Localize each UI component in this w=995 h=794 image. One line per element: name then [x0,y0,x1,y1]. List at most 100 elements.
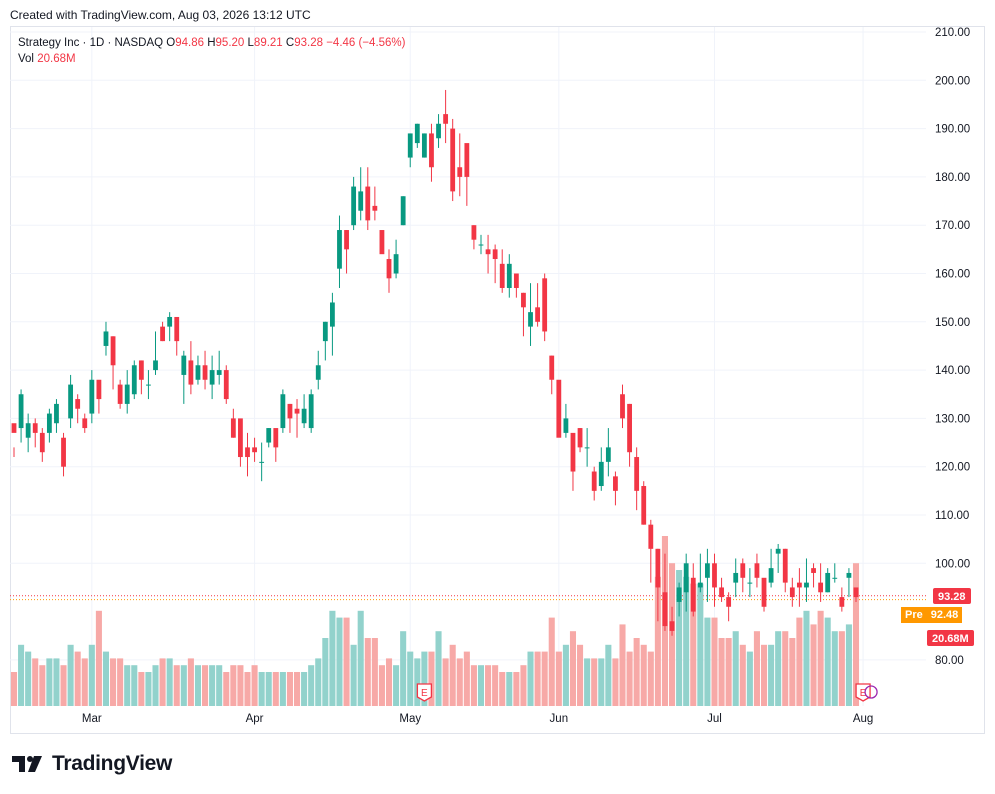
pre-price: 92.48 [926,606,963,623]
candle-body [577,428,583,448]
volume-bar [739,644,746,706]
volume-bar [746,651,753,706]
candle-body [747,582,753,584]
candle-body [846,572,852,578]
volume-bar [591,658,598,706]
legend-symbol[interactable]: Strategy Inc · 1D · NASDAQ [18,37,164,49]
volume-bar [357,610,364,706]
candle-body [648,524,654,549]
price-tick-label: 190.00 [935,124,970,136]
candle-body [676,587,682,602]
volume-bar [364,638,371,706]
footer-brand[interactable]: TradingView [12,752,172,776]
volume-bar [690,583,697,706]
candle-body [818,582,824,593]
candle-body [386,259,392,279]
candle-body [337,230,342,269]
candle-body [591,471,597,491]
price-tick-label: 170.00 [935,220,970,232]
candle-body [75,399,81,409]
volume-bar [272,672,279,706]
candle-body [542,278,548,332]
candle-body [89,379,95,414]
candle-body [528,312,533,327]
candle-body [804,582,809,588]
candle-body [365,186,371,221]
earnings-marker-icon[interactable]: E [416,683,433,702]
legend-low-label: L [247,37,254,49]
volume-bar [10,672,18,706]
volume-bar [67,644,74,706]
legend-ohlc-row: Strategy Inc · 1D · NASDAQ O94.86 H95.20… [18,35,405,51]
volume-bar [279,672,286,706]
candle-body [825,572,831,593]
volume-bar [463,651,470,706]
time-tick-label: Jul [707,713,722,725]
volume-bar [315,658,322,706]
pre-label: Pre [901,606,927,623]
candle-body [832,577,838,579]
volume-bar [428,651,435,706]
volume-bar [676,570,683,706]
candle-body [301,408,307,424]
volume-bar [251,665,258,706]
volume-bar [194,665,202,706]
earnings-marker-icon[interactable]: E [855,683,878,702]
volume-bar [704,617,711,706]
volume-bar [371,638,378,706]
volume-bar [308,665,315,706]
volume-bar [541,651,548,706]
legend-high-value: 95.20 [215,37,245,49]
candle-body [436,123,441,139]
volume-bar [470,665,477,706]
volume-bar [753,631,760,706]
volume-bar [202,665,209,706]
volume-bar [640,644,647,706]
candle-body [131,365,137,395]
candle-body [655,548,661,588]
candle-body [796,582,802,588]
price-tick-label: 80.00 [935,655,964,667]
volume-bar [499,672,506,706]
volume-bar [187,658,194,706]
legend-close-value: 93.28 [294,37,323,49]
volume-bar [852,563,860,706]
earnings-marker-label: E [421,688,428,699]
volume-bar [414,658,421,706]
legend-volume-label[interactable]: Vol [18,53,34,65]
volume-bar [166,658,173,706]
price-axis: 210.00 200.00 190.00 180.00 170.00 160.00 150.… [935,27,970,667]
price-tick-label: 150.00 [935,317,970,329]
time-tick-label: Mar [82,713,102,725]
candle-body [740,563,746,578]
volume-bar [322,638,329,706]
volume-bar [244,672,251,706]
volume-bar [633,638,640,706]
price-tick-label: 180.00 [935,172,970,184]
candle-body [146,384,151,386]
volume-bar [492,665,499,706]
volume-bar [435,631,442,706]
candle-body [768,568,774,583]
volume-bar [74,651,81,706]
candles [11,89,859,636]
volume-bar [810,624,817,706]
volume-bar [39,665,46,706]
created-with-text: Created with TradingView.com, Aug 03, 20… [10,8,311,22]
candle-body [188,360,194,385]
candle-body [110,336,116,366]
candle-body [393,254,399,274]
legend-change: −4.46 (−4.56%) [326,37,406,49]
candle-body [733,572,739,583]
candle-body [103,331,109,346]
volume-bar [562,644,569,706]
volume-bar [421,651,428,706]
volume-bar [265,672,272,706]
price-tick-label: 210.00 [935,27,970,39]
candle-body [513,273,519,288]
volume-bar [60,665,67,706]
candle-body [421,133,427,158]
candle-body [521,292,526,308]
